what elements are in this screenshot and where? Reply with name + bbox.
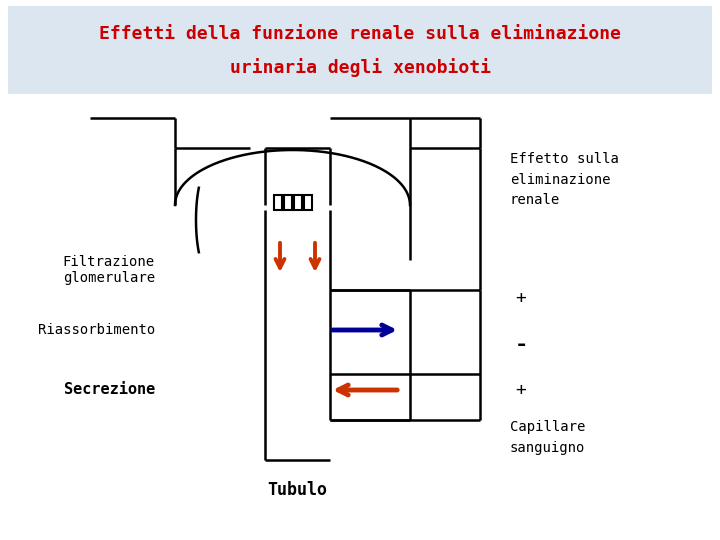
Text: -: - [515,335,528,355]
Text: Effetto sulla
eliminazione
renale: Effetto sulla eliminazione renale [510,152,619,207]
Bar [284,195,292,210]
Text: Tubulo: Tubulo [267,481,327,499]
FancyBboxPatch shape [8,6,712,94]
Bar [274,195,282,210]
Text: Filtrazione
glomerulare: Filtrazione glomerulare [63,255,155,285]
Bar [294,195,302,210]
Text: urinaria degli xenobioti: urinaria degli xenobioti [230,58,490,78]
Bar [304,195,312,210]
Text: +: + [515,381,526,399]
Text: +: + [515,289,526,307]
Text: Effetti della funzione renale sulla eliminazione: Effetti della funzione renale sulla elim… [99,25,621,43]
Text: Secrezione: Secrezione [64,382,155,397]
Text: Riassorbimento: Riassorbimento [37,323,155,337]
Text: Capillare
sanguigno: Capillare sanguigno [510,420,585,455]
